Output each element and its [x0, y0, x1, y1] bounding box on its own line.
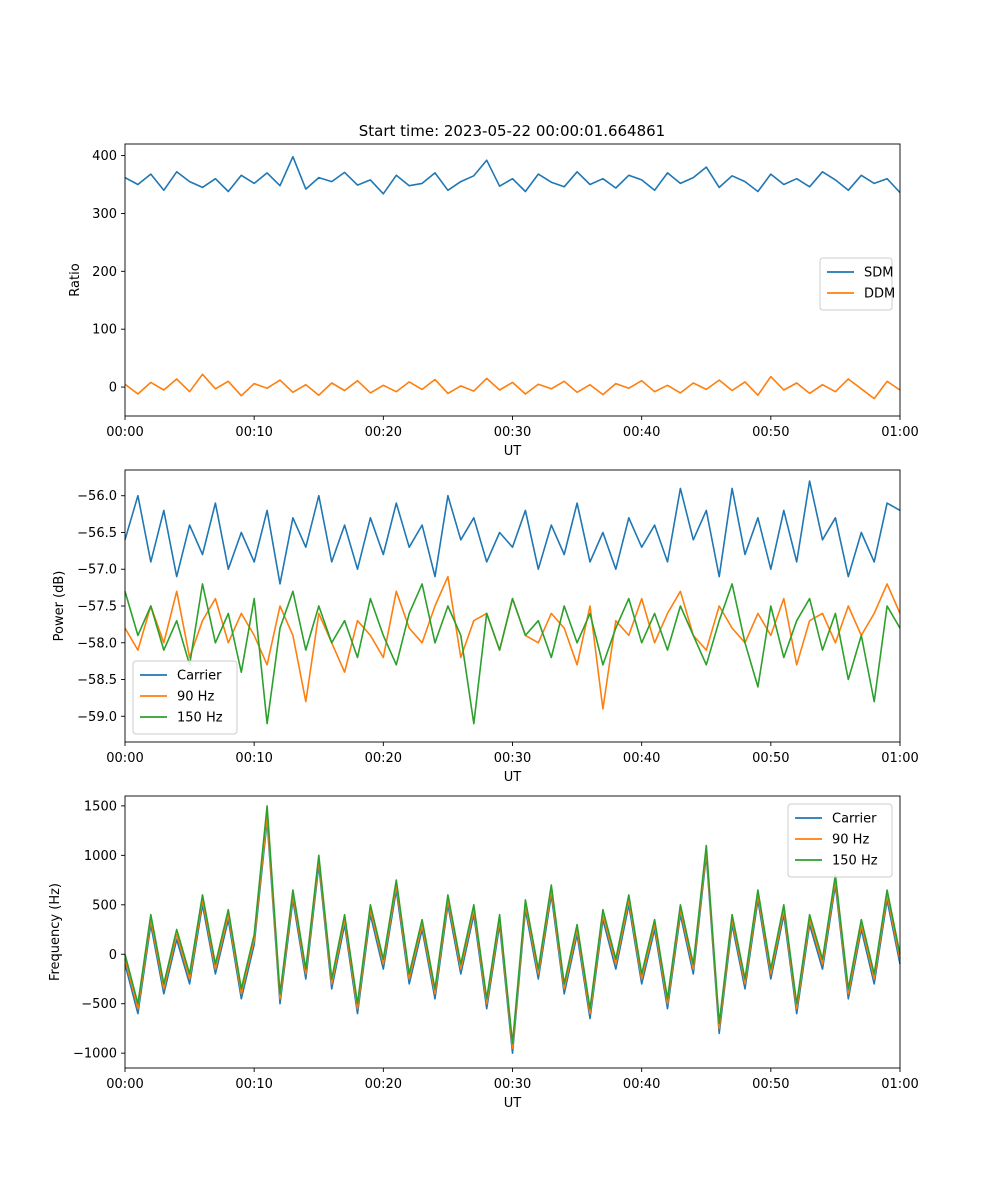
figure-title: Start time: 2023-05-22 00:00:01.664861: [359, 122, 665, 140]
legend-entry: 150 Hz: [177, 711, 223, 726]
y-tick-label: 200: [92, 265, 117, 280]
x-tick-label: 00:00: [106, 1077, 143, 1092]
series-line-150-hz: [124, 805, 901, 1045]
y-tick-label: −57.0: [77, 563, 117, 578]
y-tick-label: 400: [92, 149, 117, 164]
y-tick-label: −56.5: [77, 526, 117, 541]
x-tick-label: 00:10: [235, 751, 272, 766]
x-tick-label: 00:20: [365, 425, 402, 440]
legend-entry: 90 Hz: [832, 833, 869, 848]
y-axis-label: Frequency (Hz): [48, 883, 63, 981]
series-line-carrier: [124, 819, 901, 1054]
legend-entry: DDM: [864, 287, 895, 302]
x-axis-label: UT: [504, 1096, 522, 1111]
y-tick-label: 500: [92, 898, 117, 913]
x-tick-label: 00:50: [752, 1077, 789, 1092]
x-tick-label: 00:40: [623, 1077, 660, 1092]
ratio-chart: 00:00 00:10 00:20 00:30 00:40 00:50 01:00 UT 0 10…: [68, 143, 919, 459]
frequency-chart: 00:00 00:10 00:20 00:30 00:40 00:50 01:00 UT −10…: [48, 795, 919, 1111]
x-tick-label: 00:50: [752, 425, 789, 440]
legend-entry: Carrier: [177, 669, 222, 684]
x-tick-label: 00:20: [365, 1077, 402, 1092]
y-tick-label: −59.0: [77, 710, 117, 725]
x-tick-label: 00:00: [106, 751, 143, 766]
legend-entry: 150 Hz: [832, 854, 878, 869]
x-tick-label: 00:50: [752, 751, 789, 766]
series-line-90-hz: [124, 815, 901, 1049]
axes-frame: [124, 795, 901, 1069]
x-tick-label: 01:00: [881, 1077, 918, 1092]
y-tick-label: 100: [92, 323, 117, 338]
y-tick-label: −500: [81, 997, 117, 1012]
legend-entry: SDM: [864, 266, 893, 281]
x-tick-label: 00:40: [623, 751, 660, 766]
y-tick-label: 0: [109, 948, 117, 963]
y-axis-label: Power (dB): [52, 571, 67, 642]
legend-box: [132, 660, 238, 735]
series-line-carrier: [124, 480, 901, 585]
y-axis-label: Ratio: [68, 263, 83, 296]
y-tick-label: −58.5: [77, 673, 117, 688]
legend: SDM DDM: [819, 257, 895, 311]
series-line-90-hz: [124, 575, 901, 710]
y-tick-label: 1000: [84, 849, 117, 864]
series-line-sdm: [124, 155, 901, 195]
x-tick-label: 00:40: [623, 425, 660, 440]
y-tick-label: 0: [109, 381, 117, 396]
x-tick-label: 00:20: [365, 751, 402, 766]
x-tick-label: 00:30: [494, 425, 531, 440]
x-axis-label: UT: [504, 770, 522, 785]
y-tick-label: −57.5: [77, 600, 117, 615]
y-tick-label: 300: [92, 207, 117, 222]
legend: Carrier 90 Hz 150 Hz: [787, 803, 893, 878]
power-chart: 00:00 00:10 00:20 00:30 00:40 00:50 01:00 UT −59…: [52, 469, 919, 785]
y-tick-label: −56.0: [77, 489, 117, 504]
x-tick-label: 01:00: [881, 751, 918, 766]
x-tick-label: 00:30: [494, 1077, 531, 1092]
y-tick-label: −58.0: [77, 636, 117, 651]
legend-box: [787, 803, 893, 878]
legend-entry: Carrier: [832, 812, 877, 827]
x-tick-label: 01:00: [881, 425, 918, 440]
legend-box: [819, 257, 893, 311]
x-tick-label: 00:10: [235, 425, 272, 440]
series-line-150-hz: [124, 583, 901, 725]
x-tick-label: 00:00: [106, 425, 143, 440]
y-tick-label: −1000: [73, 1047, 117, 1062]
series-line-ddm: [124, 373, 901, 400]
legend-entry: 90 Hz: [177, 690, 214, 705]
legend: Carrier 90 Hz 150 Hz: [132, 660, 238, 735]
x-tick-label: 00:30: [494, 751, 531, 766]
x-tick-label: 00:10: [235, 1077, 272, 1092]
y-tick-label: 1500: [84, 799, 117, 814]
x-axis-label: UT: [504, 444, 522, 459]
